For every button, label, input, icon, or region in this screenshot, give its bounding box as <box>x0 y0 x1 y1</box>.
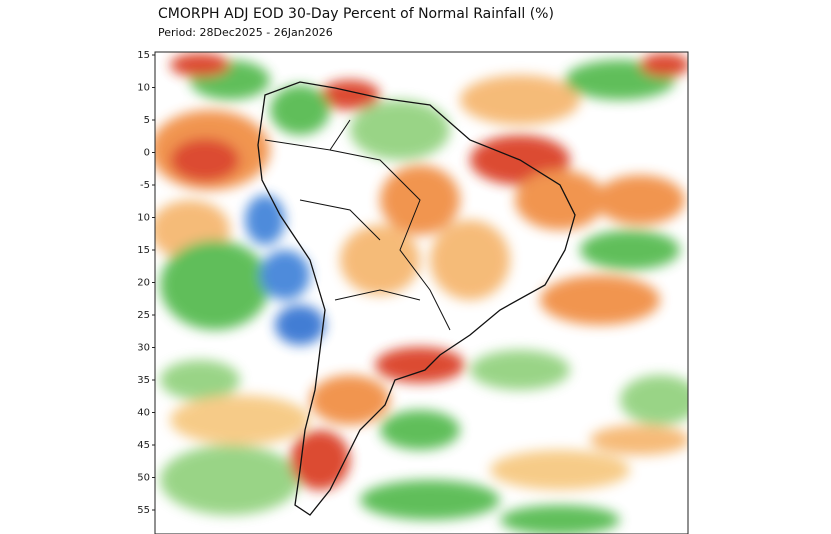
lat-label: 5 <box>144 115 150 126</box>
map-frame <box>154 51 689 534</box>
lat-label: 15 <box>137 50 150 61</box>
lat-label: -5 <box>140 180 150 191</box>
lat-label: 30 <box>137 343 150 354</box>
map-period: Period: 28Dec2025 - 26Jan2026 <box>158 26 333 39</box>
lat-label: 40 <box>137 408 150 419</box>
lat-label: 15 <box>137 245 150 256</box>
lat-label: 50 <box>137 473 150 484</box>
lat-label: 20 <box>137 278 150 289</box>
lat-label: 10 <box>137 213 150 224</box>
lat-label: 0 <box>144 148 150 159</box>
lat-label: 10 <box>137 83 150 94</box>
borders <box>264 119 451 331</box>
map-title: CMORPH ADJ EOD 30-Day Percent of Normal … <box>158 6 554 22</box>
rainfall-field <box>155 52 688 534</box>
lat-label: 45 <box>137 440 150 451</box>
continent-outline <box>257 81 576 516</box>
lat-label: 35 <box>137 375 150 386</box>
lat-label: 25 <box>137 310 150 321</box>
lat-label: 55 <box>137 505 150 516</box>
